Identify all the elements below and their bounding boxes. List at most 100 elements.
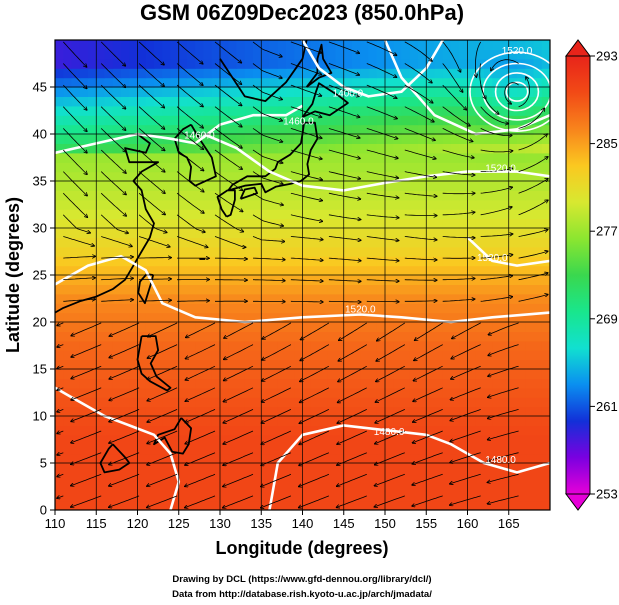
field-cell: [517, 416, 526, 426]
field-cell: [195, 115, 205, 126]
field-cell: [261, 359, 271, 370]
field-cell: [187, 350, 196, 361]
field-cell: [203, 275, 213, 285]
field-cell: [203, 209, 213, 220]
field-cell: [112, 105, 122, 116]
field-cell: [401, 124, 411, 135]
streamline: [442, 106, 471, 126]
field-cell: [533, 171, 543, 182]
field-cell: [368, 124, 378, 135]
field-cell: [277, 134, 287, 144]
field-cell: [277, 68, 287, 79]
field-cell: [220, 199, 229, 210]
field-cell: [409, 359, 419, 370]
field-cell: [335, 49, 345, 60]
contour-label: 1520.0: [345, 305, 376, 316]
field-cell: [71, 387, 81, 398]
field-cell: [137, 463, 147, 473]
field-cell: [261, 87, 271, 97]
field-cell: [211, 68, 221, 79]
field-cell: [294, 171, 304, 182]
field-cell: [154, 152, 163, 163]
field-cell: [484, 209, 493, 220]
field-cell: [294, 444, 304, 455]
field-cell: [385, 218, 394, 229]
field-cell: [137, 134, 147, 144]
field-cell: [104, 397, 114, 408]
field-cell: [360, 322, 370, 332]
field-cell: [310, 472, 320, 483]
streamline: [518, 179, 549, 194]
field-cell: [310, 209, 320, 220]
field-cell: [541, 134, 550, 144]
field-cell: [302, 124, 312, 135]
field-cell: [79, 275, 89, 285]
field-cell: [236, 481, 246, 492]
field-cell: [492, 275, 502, 285]
field-cell: [178, 228, 188, 238]
field-cell: [286, 397, 295, 408]
field-cell: [79, 322, 89, 332]
field-cell: [426, 256, 436, 267]
field-cell: [508, 265, 518, 276]
field-cell: [178, 369, 188, 379]
field-cell: [426, 425, 436, 436]
field-cell: [228, 453, 238, 464]
field-cell: [459, 359, 469, 370]
field-cell: [393, 322, 403, 332]
field-cell: [79, 134, 89, 144]
field-cell: [63, 49, 73, 60]
field-cell: [269, 369, 279, 379]
field-cell: [96, 434, 106, 445]
field-cell: [327, 322, 337, 332]
field-cell: [129, 96, 139, 107]
streamline: [100, 128, 126, 152]
streamline: [57, 496, 64, 498]
field-cell: [401, 68, 411, 79]
field-cell: [137, 143, 147, 154]
field-cell: [63, 152, 73, 163]
field-cell: [500, 246, 510, 257]
chart-title: GSM 06Z09Dec2023 (850.0hPa): [140, 0, 464, 25]
field-cell: [261, 49, 271, 60]
field-cell: [368, 87, 378, 97]
field-cell: [352, 265, 361, 276]
field-cell: [310, 284, 320, 295]
x-tick-label: 120: [127, 516, 149, 531]
x-axis-label: Longitude (degrees): [215, 538, 388, 558]
field-cell: [442, 472, 452, 483]
field-cell: [492, 68, 502, 79]
field-cell: [525, 340, 535, 351]
field-cell: [187, 387, 196, 398]
field-cell: [459, 369, 469, 379]
field-cell: [517, 256, 526, 267]
field-cell: [277, 312, 287, 323]
field-cell: [533, 143, 543, 154]
field-cell: [145, 181, 155, 191]
field-cell: [393, 481, 403, 492]
field-cell: [508, 350, 518, 361]
field-cell: [500, 40, 510, 50]
field-cell: [343, 58, 353, 69]
field-cell: [63, 58, 73, 69]
field-cell: [541, 284, 550, 295]
field-cell: [343, 181, 353, 191]
field-cell: [228, 397, 238, 408]
field-cell: [385, 237, 394, 248]
field-cell: [310, 190, 320, 201]
field-cell: [55, 463, 64, 473]
field-cell: [294, 115, 304, 126]
field-cell: [475, 124, 485, 135]
field-cell: [467, 312, 477, 323]
field-cell: [533, 190, 543, 201]
field-cell: [112, 284, 122, 295]
field-cell: [104, 500, 114, 510]
field-cell: [236, 434, 246, 445]
field-cell: [277, 425, 287, 436]
field-cell: [451, 312, 460, 323]
field-cell: [459, 425, 469, 436]
field-cell: [63, 237, 73, 248]
field-cell: [96, 312, 106, 323]
field-cell: [220, 350, 229, 361]
contour-label: 1520.0: [485, 164, 516, 175]
